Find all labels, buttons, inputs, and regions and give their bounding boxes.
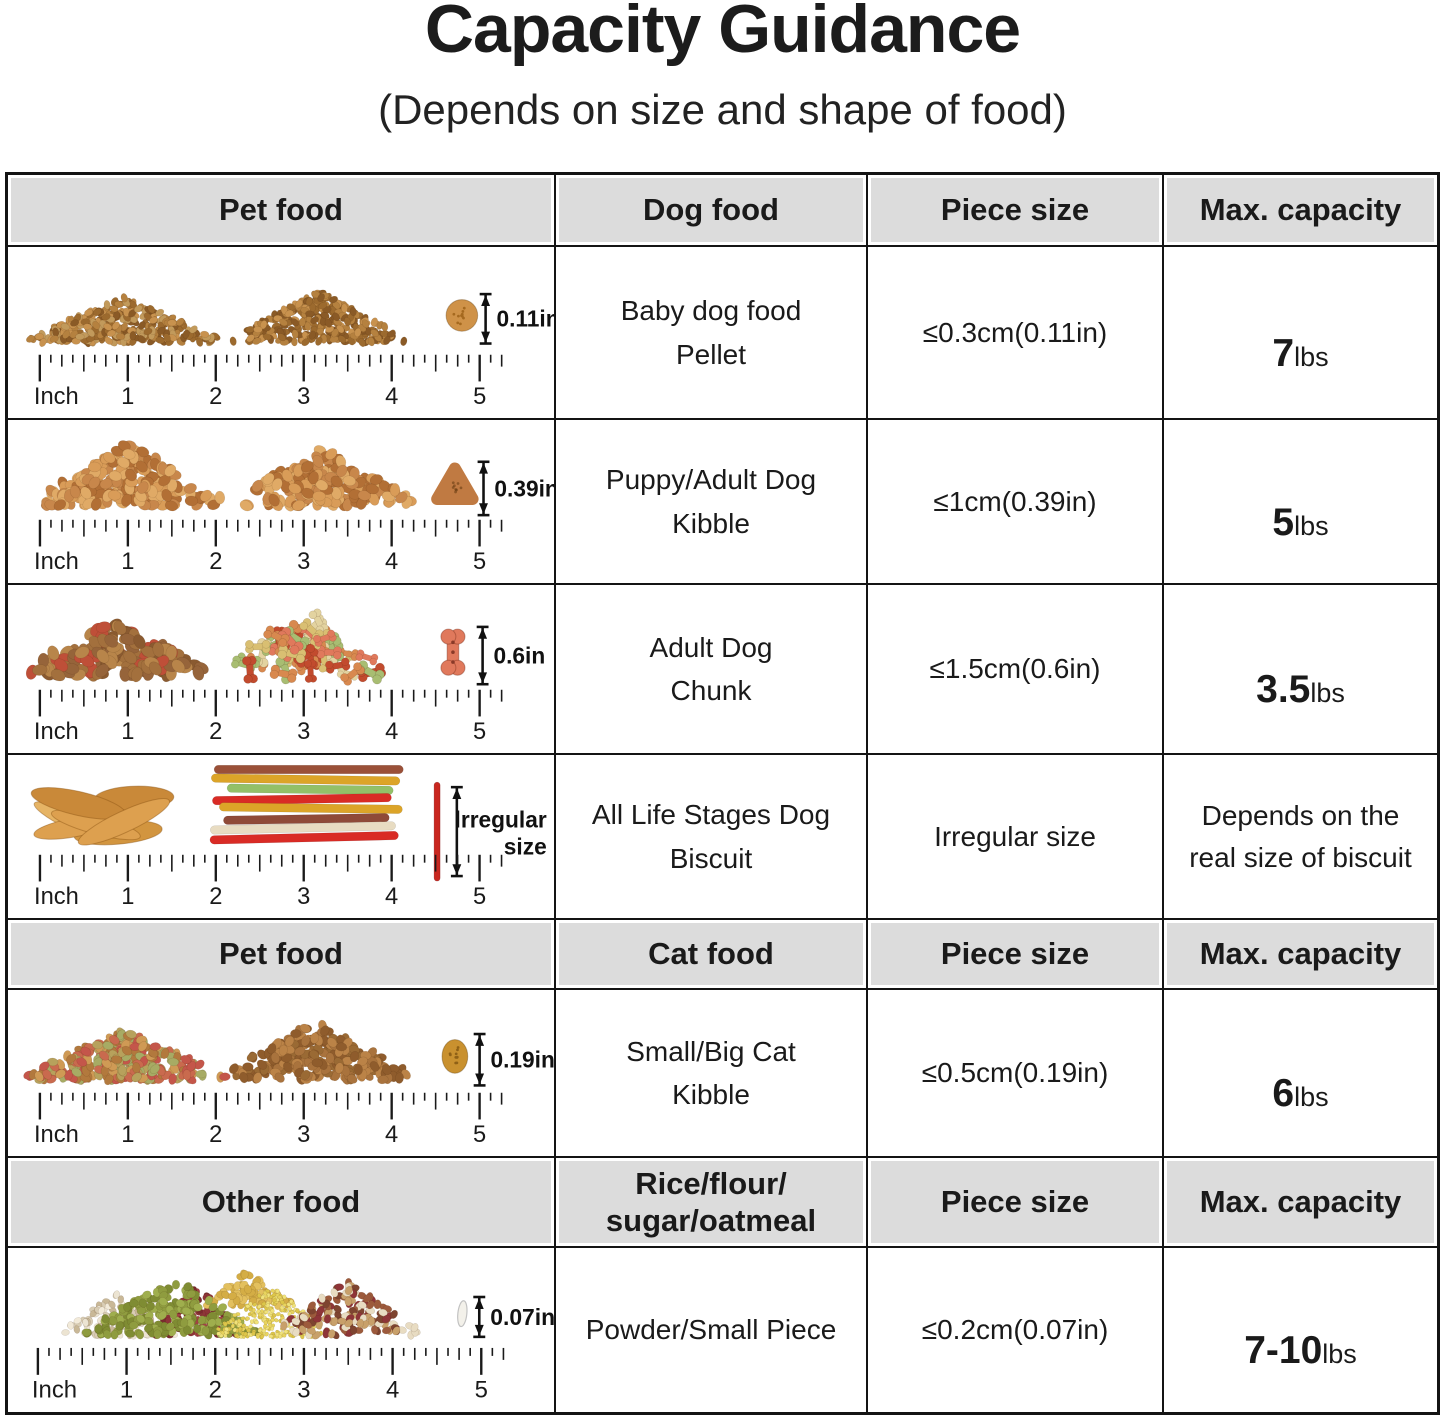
svg-text:Inch: Inch	[34, 719, 79, 745]
svg-text:3: 3	[297, 384, 310, 410]
svg-text:5: 5	[473, 384, 486, 410]
header-piece-size: Piece size	[868, 920, 1164, 990]
svg-text:Inch: Inch	[34, 1122, 79, 1148]
header-rice-flour: Rice/flour/ sugar/oatmeal	[556, 1158, 868, 1248]
svg-text:4: 4	[385, 549, 398, 575]
svg-text:1: 1	[121, 384, 134, 410]
svg-text:5: 5	[473, 884, 486, 910]
capacity-unit: lbs	[1294, 510, 1329, 541]
max-capacity-value: 5lbs	[1164, 420, 1437, 585]
svg-text:0.39in: 0.39in	[494, 475, 554, 501]
max-capacity-value: 6lbs	[1164, 990, 1437, 1158]
header-piece-size: Piece size	[868, 1158, 1164, 1248]
svg-text:4: 4	[385, 1122, 398, 1148]
header-cat-food: Cat food	[556, 920, 868, 990]
svg-text:1: 1	[121, 884, 134, 910]
svg-text:2: 2	[209, 549, 222, 575]
max-capacity-value: 7-10lbs	[1164, 1248, 1437, 1412]
food-name: All Life Stages Dog Biscuit	[556, 755, 868, 920]
svg-text:0.11in: 0.11in	[496, 306, 554, 332]
svg-text:1: 1	[121, 549, 134, 575]
food-size-illustration: lrregular size Inch 1 2 3 4 5	[8, 755, 556, 920]
svg-text:size: size	[504, 833, 547, 859]
svg-text:0.19in: 0.19in	[490, 1047, 554, 1073]
header-dog-food: Dog food	[556, 175, 868, 247]
svg-text:Inch: Inch	[34, 549, 79, 575]
capacity-number: 3.5	[1256, 668, 1311, 712]
header-max-capacity: Max. capacity	[1164, 920, 1437, 990]
header-max-capacity: Max. capacity	[1164, 1158, 1437, 1248]
svg-text:3: 3	[297, 884, 310, 910]
svg-text:Inch: Inch	[32, 1377, 77, 1404]
header-piece-size: Piece size	[868, 175, 1164, 247]
food-size-illustration: 0.19in Inch 1 2 3 4 5	[8, 990, 556, 1158]
svg-text:2: 2	[209, 1122, 222, 1148]
svg-text:1: 1	[121, 719, 134, 745]
food-size-illustration: 0.11in Inch 1 2 3 4 5	[8, 247, 556, 420]
max-capacity-value: Depends on the real size of biscuit	[1164, 755, 1437, 920]
capacity-number: 7	[1272, 331, 1295, 375]
food-size-illustration: 0.07in Inch 1 2 3 4 5	[8, 1248, 556, 1412]
capacity-number: 7-10	[1244, 1329, 1323, 1373]
svg-text:Inch: Inch	[34, 884, 79, 910]
svg-text:Inch: Inch	[34, 384, 79, 410]
svg-text:2: 2	[209, 1377, 222, 1404]
header-pet-food: Pet food	[8, 175, 556, 247]
capacity-unit: lbs	[1322, 1339, 1357, 1370]
header-max-capacity: Max. capacity	[1164, 175, 1437, 247]
svg-text:0.6in: 0.6in	[493, 642, 545, 668]
svg-text:3: 3	[297, 549, 310, 575]
capacity-number: 6	[1272, 1072, 1295, 1116]
capacity-note: Depends on the real size of biscuit	[1189, 799, 1412, 873]
capacity-table: Pet food Dog food Piece size Max. capaci…	[5, 172, 1440, 1415]
header-pet-food: Pet food	[8, 920, 556, 990]
svg-text:1: 1	[120, 1377, 133, 1404]
svg-text:4: 4	[386, 1377, 399, 1404]
svg-text:lrregular: lrregular	[455, 807, 547, 833]
food-name: Powder/Small Piece	[556, 1248, 868, 1412]
svg-text:3: 3	[297, 719, 310, 745]
food-size-illustration: 0.6in Inch 1 2 3 4 5	[8, 585, 556, 755]
capacity-unit: lbs	[1310, 678, 1345, 709]
svg-text:5: 5	[473, 1122, 486, 1148]
food-size-illustration: 0.39in Inch 1 2 3 4 5	[8, 420, 556, 585]
svg-text:2: 2	[209, 384, 222, 410]
svg-text:5: 5	[473, 549, 486, 575]
piece-size-value: ≤0.2cm(0.07in)	[868, 1248, 1164, 1412]
piece-size-value: ≤0.3cm(0.11in)	[868, 247, 1164, 420]
svg-text:2: 2	[209, 884, 222, 910]
svg-text:3: 3	[297, 1122, 310, 1148]
food-name: Small/Big Cat Kibble	[556, 990, 868, 1158]
svg-text:4: 4	[385, 719, 398, 745]
food-name: Puppy/Adult Dog Kibble	[556, 420, 868, 585]
page-title: Capacity Guidance	[424, 0, 1021, 67]
header-other-food: Other food	[8, 1158, 556, 1248]
svg-text:4: 4	[385, 884, 398, 910]
svg-text:4: 4	[385, 384, 398, 410]
piece-size-value: Irregular size	[868, 755, 1164, 920]
piece-size-value: ≤1.5cm(0.6in)	[868, 585, 1164, 755]
food-name: Baby dog food Pellet	[556, 247, 868, 420]
capacity-unit: lbs	[1294, 341, 1329, 372]
svg-text:2: 2	[209, 719, 222, 745]
max-capacity-value: 7lbs	[1164, 247, 1437, 420]
svg-text:5: 5	[473, 719, 486, 745]
food-name: Adult Dog Chunk	[556, 585, 868, 755]
svg-text:3: 3	[297, 1377, 310, 1404]
piece-size-value: ≤0.5cm(0.19in)	[868, 990, 1164, 1158]
svg-text:1: 1	[121, 1122, 134, 1148]
piece-size-value: ≤1cm(0.39in)	[868, 420, 1164, 585]
max-capacity-value: 3.5lbs	[1164, 585, 1437, 755]
capacity-unit: lbs	[1294, 1082, 1329, 1113]
svg-text:5: 5	[475, 1377, 488, 1404]
svg-text:0.07in: 0.07in	[490, 1304, 554, 1330]
page-subtitle: (Depends on size and shape of food)	[378, 86, 1067, 133]
capacity-number: 5	[1272, 500, 1295, 544]
